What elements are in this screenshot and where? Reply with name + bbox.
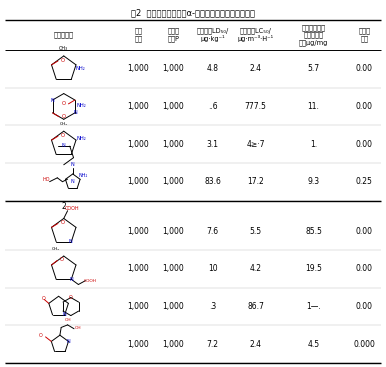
Text: 4.2: 4.2	[250, 265, 262, 273]
Text: 次黄
嘌呤: 次黄 嘌呤	[134, 28, 142, 42]
Text: 0.00: 0.00	[356, 64, 373, 73]
Text: 2.4: 2.4	[250, 340, 262, 349]
Text: 0.00: 0.00	[356, 139, 373, 149]
Text: CH₃: CH₃	[52, 247, 60, 251]
Text: 7.6: 7.6	[207, 227, 218, 236]
Text: 1,000: 1,000	[163, 302, 184, 311]
Text: 表2  反应产物（肌酐与α-二羰基化合物）的相关毒性: 表2 反应产物（肌酐与α-二羰基化合物）的相关毒性	[131, 8, 255, 17]
Text: 4.8: 4.8	[207, 64, 218, 73]
Text: 19.5: 19.5	[305, 265, 322, 273]
Text: 大鼠吸入LC₅₀/
μg·m⁻³·H⁻¹: 大鼠吸入LC₅₀/ μg·m⁻³·H⁻¹	[238, 28, 274, 43]
Text: 3.1: 3.1	[207, 139, 218, 149]
Text: 1,000: 1,000	[127, 139, 149, 149]
Text: CH₃: CH₃	[60, 122, 68, 126]
Text: 10: 10	[208, 265, 217, 273]
Text: 1,000: 1,000	[127, 177, 149, 186]
Text: 0.00: 0.00	[356, 265, 373, 273]
Text: 17.2: 17.2	[247, 177, 264, 186]
Text: N: N	[68, 239, 72, 244]
Text: 85.5: 85.5	[305, 227, 322, 236]
Text: .3: .3	[209, 302, 216, 311]
Text: O: O	[61, 58, 64, 63]
Text: 0.000: 0.000	[354, 340, 375, 349]
Text: 0.00: 0.00	[356, 227, 373, 236]
Text: N: N	[71, 179, 74, 184]
Text: NH₂: NH₂	[78, 173, 88, 178]
Text: N: N	[69, 277, 73, 282]
Text: 4.5: 4.5	[307, 340, 320, 349]
Text: 1,000: 1,000	[127, 64, 149, 73]
Text: O: O	[62, 101, 66, 106]
Text: O: O	[69, 295, 73, 300]
Text: 5.5: 5.5	[250, 227, 262, 236]
Text: 0.25: 0.25	[356, 177, 373, 186]
Text: N: N	[51, 98, 54, 102]
Text: 2: 2	[61, 202, 66, 211]
Text: NH₂: NH₂	[76, 103, 86, 108]
Text: N: N	[71, 162, 74, 167]
Text: 1,000: 1,000	[163, 265, 184, 273]
Text: COOH: COOH	[65, 206, 80, 211]
Text: OH: OH	[75, 326, 82, 330]
Text: 83.6: 83.6	[204, 177, 221, 186]
Text: 1,000: 1,000	[127, 102, 149, 111]
Text: 11.: 11.	[308, 102, 319, 111]
Text: O: O	[61, 133, 64, 138]
Text: 1,000: 1,000	[127, 302, 149, 311]
Text: 1,000: 1,000	[163, 64, 184, 73]
Text: 4≥·7: 4≥·7	[246, 139, 265, 149]
Text: 1,000: 1,000	[163, 102, 184, 111]
Text: 产物结构式: 产物结构式	[54, 32, 74, 38]
Text: 0.00: 0.00	[356, 302, 373, 311]
Text: N: N	[63, 312, 66, 317]
Text: NH₂: NH₂	[76, 66, 85, 71]
Text: 1,000: 1,000	[127, 340, 149, 349]
Text: O: O	[60, 257, 64, 262]
Text: 1—.: 1—.	[306, 302, 321, 311]
Text: ..6: ..6	[208, 102, 217, 111]
Text: 1,000: 1,000	[163, 177, 184, 186]
Text: 1,000: 1,000	[127, 227, 149, 236]
Text: 反应结
数计: 反应结 数计	[358, 28, 370, 42]
Text: 1.: 1.	[310, 139, 317, 149]
Text: 9.3: 9.3	[307, 177, 320, 186]
Text: NH₂: NH₂	[77, 137, 86, 141]
Text: N: N	[62, 143, 66, 148]
Text: 0.00: 0.00	[356, 102, 373, 111]
Text: 7.2: 7.2	[207, 340, 218, 349]
Text: 1,000: 1,000	[163, 139, 184, 149]
Text: COOH: COOH	[84, 279, 97, 283]
Text: 1,000: 1,000	[163, 227, 184, 236]
Text: O: O	[61, 114, 66, 119]
Text: 2.4: 2.4	[250, 64, 262, 73]
Text: 5.7: 5.7	[307, 64, 320, 73]
Text: 大鼠口服LD₅₀/
μg·kg⁻¹: 大鼠口服LD₅₀/ μg·kg⁻¹	[196, 28, 229, 43]
Text: OH: OH	[64, 319, 71, 322]
Text: O: O	[61, 220, 64, 225]
Text: 1,000: 1,000	[163, 340, 184, 349]
Text: 天量长满口座
等代谢对等
水平μg/mg: 天量长满口座 等代谢对等 水平μg/mg	[299, 24, 328, 46]
Text: O: O	[42, 297, 46, 301]
Text: O: O	[39, 333, 43, 338]
Text: N: N	[73, 110, 77, 115]
Text: 普布发
害量P: 普布发 害量P	[168, 28, 179, 42]
Text: 777.5: 777.5	[245, 102, 267, 111]
Text: 86.7: 86.7	[247, 302, 264, 311]
Text: 1,000: 1,000	[127, 265, 149, 273]
Text: CH₃: CH₃	[59, 46, 68, 51]
Text: N: N	[66, 339, 70, 344]
Text: HO: HO	[43, 178, 51, 182]
